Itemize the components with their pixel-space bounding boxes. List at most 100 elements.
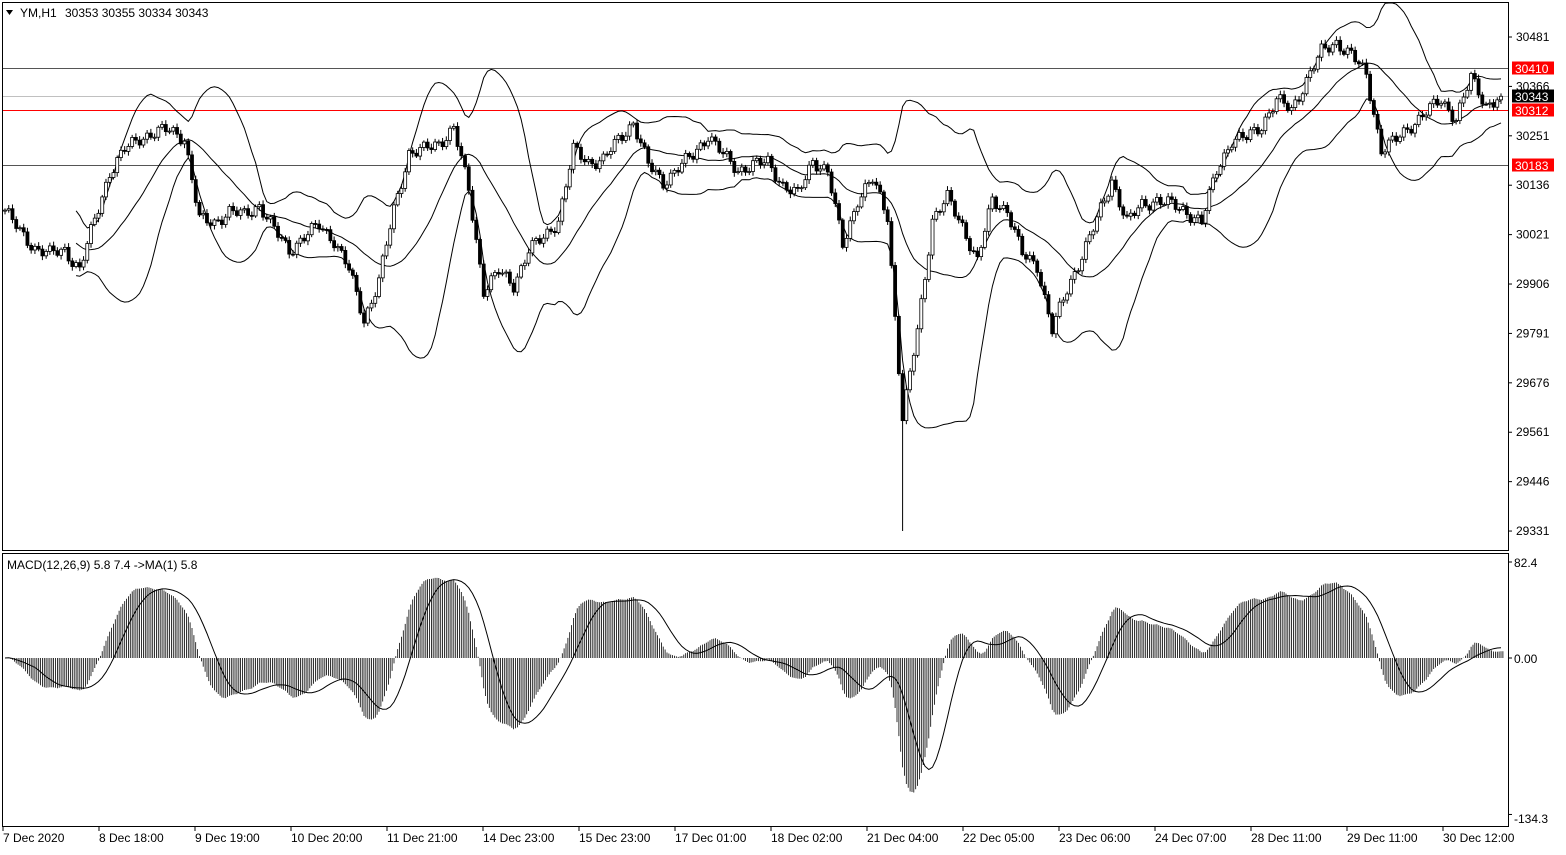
candle-body — [960, 219, 965, 224]
candle-body — [923, 279, 927, 300]
candle-body — [1237, 132, 1242, 140]
dropdown-triangle-icon[interactable] — [6, 10, 13, 15]
candle-body — [1229, 146, 1234, 151]
candle-body — [642, 142, 647, 148]
candle-body — [650, 162, 654, 173]
candle-body — [407, 150, 411, 173]
candle-body — [1416, 114, 1421, 126]
candle-body — [799, 187, 804, 190]
candle-body — [560, 198, 565, 222]
candle-body — [440, 141, 445, 148]
candle-body — [1319, 43, 1324, 58]
candle-body — [1398, 136, 1402, 142]
candle-body — [1499, 95, 1503, 101]
candle-body — [863, 183, 868, 198]
candle-body — [635, 122, 639, 140]
candle-body — [451, 126, 456, 129]
candle-body — [646, 146, 651, 164]
candle-body — [51, 245, 56, 252]
candle-body — [126, 146, 131, 152]
candle-body — [186, 140, 191, 156]
candle-body — [829, 171, 834, 194]
candle-body — [220, 219, 224, 225]
candle-body — [1435, 98, 1440, 106]
candle-body — [249, 214, 254, 217]
time-tick-label: 29 Dec 11:00 — [1347, 831, 1418, 845]
candle-body — [1297, 99, 1301, 102]
candle-body — [795, 186, 800, 189]
candle-body — [1188, 214, 1193, 223]
candle-body — [522, 262, 527, 267]
candle-body — [1349, 47, 1354, 51]
candle-body — [1001, 204, 1006, 209]
candle-body — [62, 246, 67, 250]
candle-body — [201, 213, 206, 216]
candle-body — [620, 134, 624, 141]
candle-body — [1110, 179, 1114, 197]
bollinger-bands — [75, 2, 1502, 429]
candle-body — [1158, 196, 1163, 205]
candle-body — [1177, 209, 1182, 211]
candle-body — [1106, 195, 1111, 202]
candle-body — [421, 141, 426, 148]
time-axis: 7 Dec 2020 8 Dec 18:00 9 Dec 19:00 10 Dec 2… — [2, 826, 1515, 845]
candle-body — [1024, 254, 1028, 260]
candle-body — [448, 127, 452, 141]
candle-body — [1409, 128, 1414, 134]
time-tick-label: 28 Dec 11:00 — [1251, 831, 1322, 845]
candle-body — [1390, 135, 1395, 141]
candle-body — [493, 272, 497, 277]
candle-body — [990, 196, 995, 210]
candle-body — [676, 169, 681, 173]
candle-body — [425, 141, 430, 149]
candle-body — [1334, 39, 1339, 46]
candle-body — [74, 262, 78, 267]
candle-body — [698, 142, 703, 150]
candle-body — [242, 208, 247, 211]
candle-body — [1065, 293, 1070, 301]
macd-zero-label: 0.00 — [1514, 652, 1538, 666]
candle-body — [728, 151, 733, 162]
candle-body — [145, 132, 150, 140]
level-price-label: 30410 — [1515, 62, 1549, 76]
candle-body — [896, 316, 901, 375]
candle-body — [399, 187, 404, 194]
candle-body — [870, 181, 875, 184]
candle-body — [234, 210, 239, 216]
candle-body — [1446, 101, 1451, 111]
candle-body — [975, 250, 980, 258]
candle-body — [680, 162, 684, 173]
candle-body — [766, 155, 770, 164]
candle-body — [212, 219, 217, 226]
candle-body — [1218, 165, 1223, 175]
candle-body — [10, 208, 15, 220]
candle-body — [119, 149, 123, 158]
candles — [3, 36, 1503, 532]
candle-body — [500, 272, 505, 275]
candle-body — [261, 204, 265, 218]
candle-body — [1155, 196, 1159, 203]
macd-label: MACD(12,26,9) 5.8 7.4 ->MA(1) 5.8 — [7, 558, 198, 572]
candle-body — [702, 142, 707, 147]
candle-body — [751, 160, 755, 172]
candle-body — [814, 160, 819, 172]
candle-body — [21, 227, 26, 233]
candle-body — [541, 237, 546, 244]
candle-body — [519, 265, 524, 278]
price-tick-label: 30481 — [1516, 30, 1550, 44]
time-tick-label: 15 Dec 23:00 — [579, 831, 651, 845]
candle-body — [246, 208, 251, 216]
candle-body — [332, 240, 337, 249]
candle-body — [631, 122, 636, 126]
candle-body — [459, 146, 464, 157]
candle-body — [1338, 39, 1343, 52]
candle-body — [1121, 206, 1126, 216]
candle-body — [395, 193, 400, 206]
candle-body — [1259, 130, 1264, 135]
candle-body — [478, 239, 482, 265]
candle-body — [1132, 212, 1137, 217]
candle-body — [945, 190, 950, 205]
candle-body — [661, 174, 666, 189]
time-tick-label: 7 Dec 2020 — [3, 831, 65, 845]
